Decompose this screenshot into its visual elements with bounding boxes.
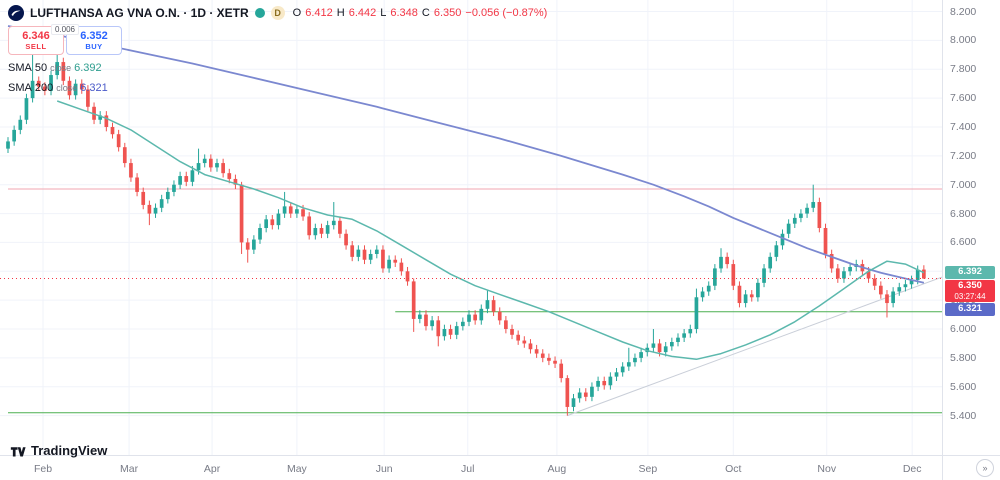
ohlc-readout: O 6.412 H 6.442 L 6.348 C 6.350 −0.056 (…: [293, 7, 548, 19]
close-label: C: [421, 7, 430, 19]
price-axis-badge[interactable]: 6.350 03:27:44: [945, 279, 995, 302]
tradingview-brand[interactable]: TradingView: [10, 443, 107, 458]
time-tick: Sep: [638, 463, 658, 475]
indicator-name: SMA: [8, 81, 32, 94]
time-tick: Aug: [547, 463, 567, 475]
price-axis-badge[interactable]: 6.321: [945, 302, 995, 316]
price-tick: 6.800: [950, 207, 977, 220]
indicator-value: 6.321: [80, 81, 108, 94]
chart-plot[interactable]: [0, 0, 942, 455]
status-dot-icon: [254, 8, 265, 18]
buy-label: BUY: [85, 42, 103, 51]
price-tick: 7.400: [950, 120, 977, 133]
price-tick: 5.400: [950, 409, 977, 422]
sell-label: SELL: [25, 42, 47, 51]
price-tick: 8.200: [950, 5, 977, 18]
sell-button[interactable]: 6.346 SELL: [8, 26, 64, 55]
price-tick: 7.800: [950, 63, 977, 76]
time-tick: Jun: [375, 463, 393, 475]
axis-corner-icon[interactable]: »: [976, 459, 994, 477]
time-axis[interactable]: Feb Mar Apr May Jun Jul Aug Sep Oct Nov Dec: [0, 456, 942, 480]
change-value: −0.056 (−0.87%): [465, 7, 548, 19]
time-tick: Nov: [817, 463, 837, 475]
price-axis[interactable]: 8.200 8.000 7.800 7.600 7.400 7.200 7.000 6.800…: [943, 0, 1000, 455]
price-tick: 5.800: [950, 351, 977, 364]
indicator-legend-sma200[interactable]: SMA 200 close 6.321: [8, 80, 547, 95]
time-axis-divider: [0, 455, 1000, 456]
symbol-row: LUFTHANSA AG VNA O.N. · 1D · XETR D O 6.…: [8, 5, 547, 21]
brand-text: TradingView: [31, 443, 108, 458]
sell-price: 6.346: [22, 30, 50, 42]
time-tick: Apr: [203, 463, 221, 475]
indicator-legend-sma50[interactable]: SMA 50 close 6.392: [8, 60, 547, 75]
tradingview-logo-icon: [10, 446, 26, 456]
price-tick: 6.000: [950, 323, 977, 336]
time-tick: Dec: [902, 463, 922, 475]
price-tick: 8.000: [950, 34, 977, 47]
indicator-source: close: [56, 82, 78, 93]
trade-widget: 6.346 SELL 6.352 BUY 0.006: [8, 24, 122, 55]
spread-value: 0.006: [50, 24, 80, 35]
time-tick: Jul: [461, 463, 475, 475]
buy-price: 6.352: [80, 30, 108, 42]
price-tick: 7.600: [950, 92, 977, 105]
indicator-value: 6.392: [74, 61, 102, 74]
price-tick: 5.600: [950, 380, 977, 393]
indicator-source: close: [50, 62, 72, 73]
time-tick: May: [286, 463, 307, 475]
price-tick: 7.000: [950, 178, 977, 191]
chart-header-overlay: LUFTHANSA AG VNA O.N. · 1D · XETR D O 6.…: [8, 5, 547, 95]
indicator-length: 200: [34, 81, 54, 94]
open-value: 6.412: [305, 7, 333, 19]
lufthansa-logo-icon: [8, 5, 24, 21]
high-value: 6.442: [348, 7, 377, 19]
price-axis-badge[interactable]: 6.392: [945, 265, 995, 279]
price-tick: 7.200: [950, 149, 977, 162]
indicator-length: 50: [34, 61, 48, 74]
low-value: 6.348: [390, 7, 418, 19]
time-tick: Mar: [120, 463, 139, 475]
price-tick: 6.600: [950, 236, 977, 249]
close-value: 6.350: [433, 7, 462, 19]
symbol-title[interactable]: LUFTHANSA AG VNA O.N. · 1D · XETR: [30, 6, 249, 20]
low-label: L: [380, 7, 387, 19]
open-label: O: [292, 7, 302, 19]
indicator-name: SMA: [8, 61, 32, 74]
interval-d-badge[interactable]: D: [270, 6, 285, 20]
time-tick: Oct: [725, 463, 742, 475]
price-axis-divider: [942, 0, 943, 480]
time-tick: Feb: [33, 463, 53, 475]
high-label: H: [336, 7, 345, 19]
